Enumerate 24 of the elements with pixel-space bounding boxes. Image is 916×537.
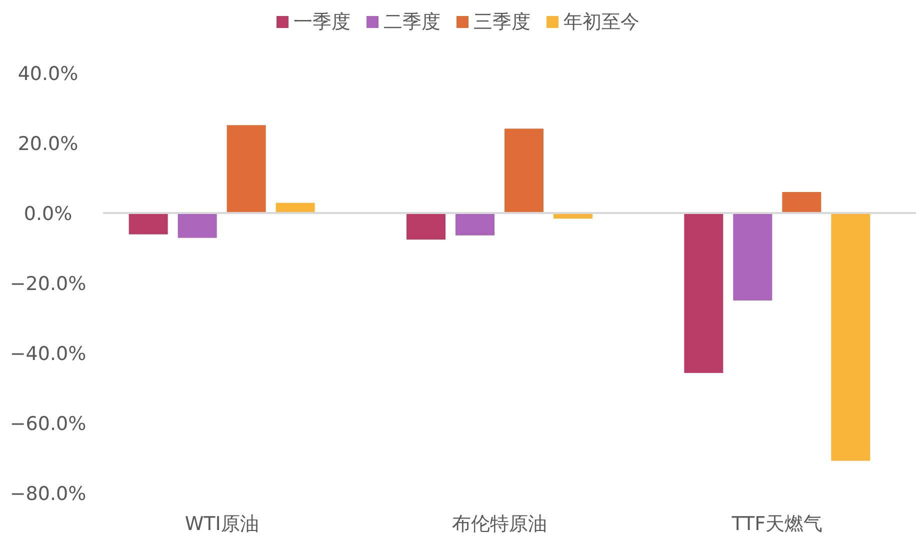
bar (733, 213, 772, 300)
legend-label: 二季度 (384, 11, 440, 33)
x-tick-label: WTI原油 (184, 513, 259, 535)
bar (178, 213, 217, 238)
y-tick-label: 40.0% (18, 63, 78, 85)
legend-label: 一季度 (294, 11, 350, 33)
bar (456, 213, 494, 236)
bar (782, 192, 822, 213)
y-tick-label: −40.0% (10, 343, 86, 365)
bar (831, 213, 870, 461)
y-tick-label: −20.0% (10, 273, 86, 295)
y-tick-label: 20.0% (18, 133, 78, 155)
x-tick-label: 布伦特原油 (452, 513, 547, 535)
bar (684, 213, 724, 373)
y-tick-label: 0.0% (24, 203, 72, 225)
bar (406, 213, 446, 240)
legend-label: 年初至今 (564, 11, 640, 33)
legend-label: 三季度 (474, 11, 530, 33)
bar (504, 128, 544, 213)
x-tick-label: TTF天燃气 (730, 513, 823, 535)
y-tick-label: −60.0% (10, 413, 86, 435)
bar (226, 125, 266, 213)
y-tick-label: −80.0% (10, 483, 86, 505)
bar (128, 213, 168, 234)
